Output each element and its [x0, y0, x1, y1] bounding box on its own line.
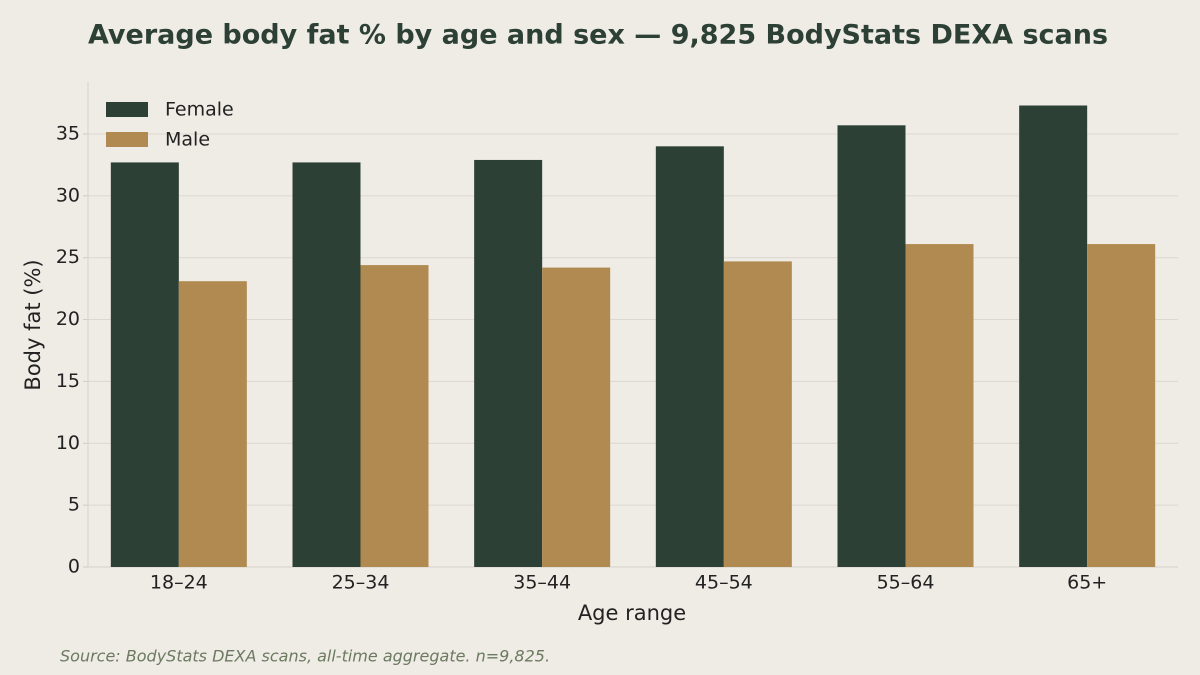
y-tick-label: 10 [56, 432, 80, 454]
y-tick-label: 5 [68, 494, 80, 516]
x-tick-label: 18–24 [150, 572, 208, 594]
y-tick-label: 30 [56, 184, 80, 206]
bar [542, 267, 611, 567]
source-note: Source: BodyStats DEXA scans, all-time a… [60, 647, 550, 666]
y-tick-label: 20 [56, 308, 80, 330]
bar [655, 146, 724, 567]
y-tick-label: 25 [56, 246, 80, 268]
legend-label: Female [165, 99, 234, 121]
bar [178, 281, 247, 567]
y-axis-label: Body fat (%) [21, 259, 45, 390]
bar [1019, 105, 1088, 567]
x-tick-label: 35–44 [513, 572, 571, 594]
y-tick-label: 15 [56, 370, 80, 392]
bar [905, 244, 974, 567]
y-tick-label: 35 [56, 122, 80, 144]
bar [292, 162, 361, 568]
bar [360, 265, 429, 567]
x-axis-label: Age range [578, 601, 686, 625]
x-tick-label: 45–54 [695, 572, 753, 594]
y-tick-label: 0 [68, 556, 80, 578]
bar [723, 261, 792, 567]
x-tick-label: 65+ [1067, 572, 1107, 594]
x-tick-label: 55–64 [877, 572, 935, 594]
chart-title: Average body fat % by age and sex — 9,82… [88, 20, 1108, 51]
x-tick-label: 25–34 [332, 572, 390, 594]
legend-swatch [106, 132, 148, 147]
legend-label: Male [165, 129, 210, 151]
bar [1087, 244, 1156, 567]
legend-swatch [106, 102, 148, 117]
bar [110, 162, 179, 568]
bar [474, 159, 543, 568]
bar [837, 125, 906, 567]
